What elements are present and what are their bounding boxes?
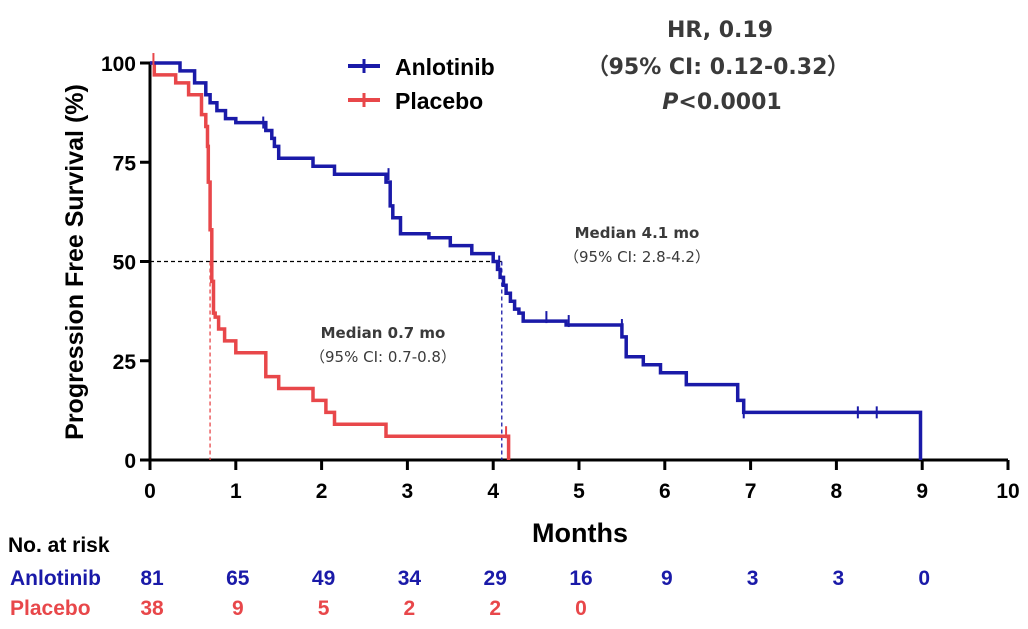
y-axis-label: Progression Free Survival (%): [61, 84, 89, 440]
y-tick-label: 100: [101, 53, 136, 76]
risk-count-placebo: 2: [489, 597, 501, 620]
risk-table-title: No. at risk: [8, 534, 110, 557]
risk-count-anlotinib: 49: [312, 567, 335, 590]
y-tick-label: 75: [113, 152, 137, 175]
risk-count-anlotinib: 9: [661, 567, 673, 590]
p-value-letter: P: [662, 90, 678, 115]
legend: Anlotinib Placebo: [348, 54, 495, 114]
x-tick-label: 9: [916, 480, 928, 503]
x-ticks: 0 1 2 3 4 5 6 7 8 9 10: [144, 460, 1020, 503]
median-label-placebo: Median 0.7 mo: [321, 324, 446, 342]
risk-count-anlotinib: 3: [747, 567, 759, 590]
risk-row-label-placebo: Placebo: [10, 597, 91, 620]
x-tick-label: 10: [996, 480, 1019, 503]
p-value-number: <0.0001: [678, 90, 781, 115]
risk-count-placebo: 2: [404, 597, 416, 620]
risk-table: No. at risk Anlotinib Placebo 81 65 49 34 29…: [8, 534, 930, 620]
x-tick-label: 4: [487, 480, 499, 503]
risk-count-anlotinib: 29: [484, 567, 507, 590]
legend-item-placebo: Placebo: [348, 88, 483, 114]
curve-anlotinib: [150, 61, 923, 460]
risk-count-anlotinib: 0: [918, 567, 930, 590]
x-axis-label: Months: [532, 518, 628, 548]
risk-count-placebo: 38: [140, 597, 164, 620]
y-tick-label: 25: [113, 351, 137, 374]
median-annotation-placebo: Median 0.7 mo （95% CI: 0.7-0.8）: [310, 324, 456, 366]
risk-count-placebo: 9: [232, 597, 244, 620]
x-tick-label: 0: [144, 480, 156, 503]
median-ci-anlotinib: （95% CI: 2.8-4.2）: [564, 248, 710, 266]
median-annotation-anlotinib: Median 4.1 mo （95% CI: 2.8-4.2）: [564, 224, 710, 266]
risk-row-anlotinib: 81 65 49 34 29 16 9 3 3 0: [140, 567, 930, 590]
x-tick-label: 8: [831, 480, 843, 503]
risk-count-anlotinib: 16: [569, 567, 592, 590]
risk-count-anlotinib: 81: [140, 567, 164, 590]
x-axis: 0 1 2 3 4 5 6 7 8 9 10 Months: [144, 458, 1020, 548]
risk-count-anlotinib: 34: [398, 567, 422, 590]
y-axis: 0 25 50 75 100 Progression Free Survival (%): [61, 53, 152, 473]
legend-label-placebo: Placebo: [395, 88, 483, 114]
median-ci-placebo: （95% CI: 0.7-0.8）: [310, 348, 456, 366]
risk-row-label-anlotinib: Anlotinib: [10, 567, 101, 590]
x-tick-label: 6: [659, 480, 671, 503]
risk-count-anlotinib: 3: [833, 567, 845, 590]
x-tick-label: 1: [230, 480, 242, 503]
risk-count-placebo: 0: [575, 597, 587, 620]
y-tick-label: 50: [113, 252, 136, 275]
risk-count-anlotinib: 65: [226, 567, 250, 590]
curve-placebo: [150, 61, 511, 460]
x-tick-label: 3: [402, 480, 414, 503]
risk-row-placebo: 38 9 5 2 2 0: [140, 597, 587, 620]
hazard-ratio-annotation: HR, 0.19 （95% CI: 0.12-0.32） P<0.0001: [587, 18, 850, 115]
hazard-ratio: HR, 0.19: [667, 18, 773, 43]
legend-item-anlotinib: Anlotinib: [348, 54, 495, 80]
x-tick-label: 2: [316, 480, 328, 503]
x-tick-label: 5: [573, 480, 585, 503]
x-tick-label: 7: [745, 480, 757, 503]
legend-label-anlotinib: Anlotinib: [395, 54, 495, 80]
risk-count-placebo: 5: [318, 597, 330, 620]
median-label-anlotinib: Median 4.1 mo: [575, 224, 700, 242]
median-lines: [150, 260, 503, 460]
y-tick-label: 0: [124, 450, 136, 473]
y-ticks: 0 25 50 75 100: [101, 53, 150, 473]
censor-marks: [152, 53, 878, 439]
p-value: P<0.0001: [662, 90, 781, 115]
hazard-ratio-ci: （95% CI: 0.12-0.32）: [587, 55, 850, 80]
survival-curves: [150, 61, 923, 460]
